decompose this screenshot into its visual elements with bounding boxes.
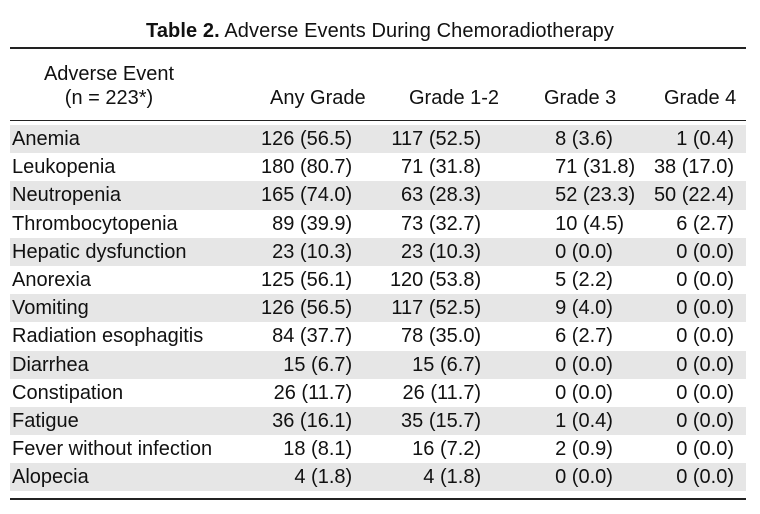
grade-1-2-value: 71 (31.8) <box>401 156 482 179</box>
any-grade-value: 125 (56.1) <box>261 269 353 292</box>
grade-3-value: 0 (0.0) <box>555 381 613 404</box>
grade-4-value: 0 (0.0) <box>649 350 746 379</box>
grade-4-value: 0 (0.0) <box>676 381 734 404</box>
table-caption: Adverse Events During Chemoradiotherapy <box>224 20 614 42</box>
grade-3-value: 0 (0.0) <box>513 463 650 492</box>
grade-3-value: 0 (0.0) <box>513 350 650 379</box>
table-row: Fatigue 36 (16.1) 35 (15.7) 1 (0.4) 0 (0.0) <box>10 406 746 436</box>
adverse-event-name: Fatigue <box>10 406 243 436</box>
header-any-grade: Any Grade <box>270 87 366 109</box>
grade-3-value: 5 (2.2) <box>555 269 613 292</box>
table-row: Neutropenia 165 (74.0) 63 (28.3) 52 (23.3) 5… <box>10 181 746 210</box>
header-adverse-event: Adverse Event (n = 223*) <box>24 62 194 110</box>
table-row: Alopecia 4 (1.8) 4 (1.8) 0 (0.0) 0 (0.0) <box>10 463 746 492</box>
header-grade-1-2: Grade 1-2 <box>409 87 500 109</box>
grade-3-value: 1 (0.4) <box>513 406 650 436</box>
grade-3-value: 2 (0.9) <box>555 438 613 461</box>
grade-1-2-value: 16 (7.2) <box>412 438 482 461</box>
header-grade-4: Grade 4 <box>664 87 737 109</box>
any-grade-value: 126 (56.5) <box>242 294 365 323</box>
grade-1-2-value: 120 (53.8) <box>389 269 482 292</box>
table-row: Vomiting 126 (56.5) 117 (52.5) 9 (4.0) 0 (0.… <box>10 294 746 323</box>
adverse-event-name: Fever without infection <box>12 438 213 461</box>
any-grade-value: 15 (6.7) <box>242 350 365 379</box>
table-row: Thrombocytopenia 89 (39.9) 73 (32.7) 10 (4.… <box>10 210 746 238</box>
adverse-event-name: Anorexia <box>12 269 91 292</box>
header-event-label: Adverse Event <box>43 63 175 85</box>
grade-3-value: 71 (31.8) <box>555 156 636 179</box>
grade-4-value: 0 (0.0) <box>649 463 746 492</box>
any-grade-value: 36 (16.1) <box>242 406 365 436</box>
any-grade-value: 89 (39.9) <box>272 212 353 235</box>
grade-4-value: 0 (0.0) <box>649 406 746 436</box>
grade-1-2-value: 73 (32.7) <box>401 212 482 235</box>
table-number: Table 2. <box>145 20 220 42</box>
table-row: Radiation esophagitis 84 (37.7) 78 (35.0) 6… <box>10 322 746 350</box>
grade-3-value: 9 (4.0) <box>513 294 650 323</box>
table-row: Anemia 126 (56.5) 117 (52.5) 8 (3.6) 1 (0.4) <box>10 125 746 154</box>
table-row: Leukopenia 180 (80.7) 71 (31.8) 71 (31.8) 38… <box>10 153 746 181</box>
any-grade-value: 23 (10.3) <box>242 237 365 266</box>
table-body: Anemia 126 (56.5) 117 (52.5) 8 (3.6) 1 (0.4)… <box>10 125 746 492</box>
any-grade-value: 126 (56.5) <box>242 125 365 154</box>
grade-4-value: 1 (0.4) <box>649 125 746 154</box>
grade-4-value: 0 (0.0) <box>649 294 746 323</box>
grade-1-2-value: 35 (15.7) <box>364 406 514 436</box>
grade-4-value: 0 (0.0) <box>676 438 734 461</box>
grade-1-2-value: 78 (35.0) <box>401 325 482 348</box>
grade-1-2-value: 23 (10.3) <box>364 237 514 266</box>
header-rule <box>10 120 746 121</box>
table-row: Anorexia 125 (56.1) 120 (53.8) 5 (2.2) 0 (0.… <box>10 266 746 294</box>
any-grade-value: 84 (37.7) <box>272 325 353 348</box>
any-grade-value: 26 (11.7) <box>273 381 353 404</box>
grade-4-value: 50 (22.4) <box>649 181 746 210</box>
header-event-count: (n = 223*) <box>64 87 154 109</box>
grade-3-value: 6 (2.7) <box>555 325 613 348</box>
table-row: Hepatic dysfunction 23 (10.3) 23 (10.3) 0 (… <box>10 237 746 266</box>
adverse-event-name: Neutropenia <box>10 181 243 210</box>
grade-4-value: 0 (0.0) <box>676 325 734 348</box>
grade-1-2-value: 4 (1.8) <box>364 463 514 492</box>
adverse-event-name: Thrombocytopenia <box>12 212 178 235</box>
grade-1-2-value: 15 (6.7) <box>364 350 514 379</box>
adverse-event-name: Constipation <box>12 381 124 404</box>
adverse-event-name: Hepatic dysfunction <box>10 237 243 266</box>
grade-4-value: 6 (2.7) <box>676 212 734 235</box>
grade-1-2-value: 63 (28.3) <box>364 181 514 210</box>
grade-4-value: 0 (0.0) <box>676 269 734 292</box>
grade-1-2-value: 117 (52.5) <box>364 294 514 323</box>
grade-4-value: 0 (0.0) <box>649 237 746 266</box>
adverse-event-name: Alopecia <box>10 463 243 492</box>
bottom-rule <box>10 498 746 500</box>
adverse-event-name: Leukopenia <box>12 156 116 179</box>
any-grade-value: 18 (8.1) <box>283 438 353 461</box>
adverse-event-name: Vomiting <box>10 294 243 323</box>
top-rule <box>10 47 746 49</box>
table-row: Fever without infection 18 (8.1) 16 (7.2) 2… <box>10 435 746 463</box>
grade-1-2-value: 117 (52.5) <box>364 125 514 154</box>
grade-3-value: 52 (23.3) <box>513 181 650 210</box>
any-grade-value: 4 (1.8) <box>242 463 365 492</box>
grade-3-value: 0 (0.0) <box>513 237 650 266</box>
adverse-event-name: Diarrhea <box>10 350 243 379</box>
grade-3-value: 10 (4.5) <box>555 212 625 235</box>
header-grade-3: Grade 3 <box>544 87 617 109</box>
table-row: Diarrhea 15 (6.7) 15 (6.7) 0 (0.0) 0 (0.0) <box>10 350 746 379</box>
adverse-event-name: Radiation esophagitis <box>12 325 204 348</box>
grade-1-2-value: 26 (11.7) <box>402 381 482 404</box>
any-grade-value: 165 (74.0) <box>242 181 365 210</box>
table-title: Table 2. Adverse Events During Chemoradi… <box>0 19 760 43</box>
grade-3-value: 8 (3.6) <box>513 125 650 154</box>
table-row: Constipation 26 (11.7) 26 (11.7) 0 (0.0) 0 (… <box>10 379 746 407</box>
any-grade-value: 180 (80.7) <box>261 156 353 179</box>
grade-4-value: 38 (17.0) <box>653 156 734 179</box>
adverse-events-table: Anemia 126 (56.5) 117 (52.5) 8 (3.6) 1 (0.4)… <box>10 125 746 492</box>
adverse-event-name: Anemia <box>10 125 243 154</box>
